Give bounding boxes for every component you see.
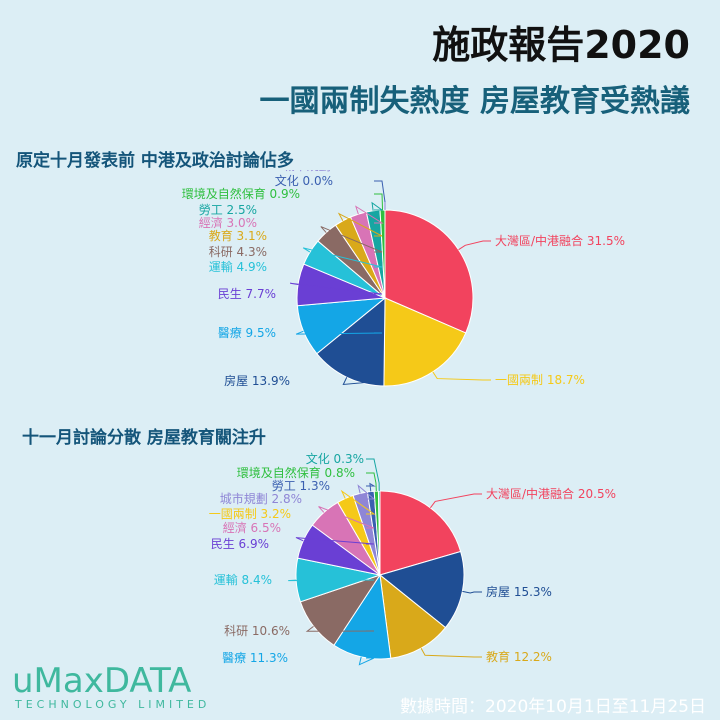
leader-line — [318, 506, 375, 529]
leader-line — [305, 625, 375, 632]
slice-label: 城市規劃 2.8% — [220, 491, 302, 506]
leader-line — [288, 579, 375, 582]
slice-label: 勞工 1.3% — [272, 479, 330, 493]
slice-label: 民生 6.9% — [211, 537, 269, 551]
pie-slice — [377, 490, 381, 576]
page-subtitle: 一國兩制失熱度 房屋教育受熱議 — [259, 84, 690, 119]
leader-line — [320, 226, 383, 253]
slice-label: 科研 4.3% — [209, 245, 267, 259]
leader-line — [355, 205, 384, 224]
slice-label: 房屋 15.3% — [486, 584, 552, 599]
leader-line — [420, 648, 482, 658]
slice-label: 城市規劃 0.0% — [283, 170, 365, 173]
chart1-title: 原定十月發表前 中港及政治討論佔多 — [16, 151, 294, 171]
slice-label: 教育 12.2% — [486, 649, 552, 664]
pie-chart-october: 大灣區/中港融合 31.5% 一國兩制 18.7% 房屋 13.9% 醫療 9.5% 民… — [182, 170, 625, 388]
pie-slice — [378, 550, 465, 629]
leader-line — [462, 590, 482, 594]
slice-label: 科研 10.6% — [224, 624, 290, 638]
leader-line — [366, 458, 380, 492]
slice-label: 環境及自然保育 0.8% — [237, 465, 355, 480]
slice-label: 運輸 4.9% — [209, 259, 267, 274]
logo-wordmark: uMaxDATA — [12, 661, 192, 701]
pie-slice — [316, 296, 386, 387]
slice-label: 教育 3.1% — [209, 228, 267, 243]
page-title: 施政報告2020 — [432, 23, 690, 67]
pie-slice — [379, 573, 447, 659]
leader-line — [358, 656, 375, 666]
slice-label: 民生 7.7% — [218, 287, 276, 301]
slice-label: 文化 0.0% — [275, 173, 333, 188]
leader-line — [290, 282, 383, 295]
leader-line — [302, 247, 383, 268]
slice-label: 大灣區/中港融合 31.5% — [495, 233, 625, 248]
leader-line — [458, 240, 491, 251]
slice-label: 房屋 13.9% — [224, 373, 290, 388]
slice-label: 經濟 3.0% — [199, 215, 257, 230]
pie-slice — [383, 297, 467, 387]
leader-line — [337, 212, 383, 237]
slice-label: 醫療 11.3% — [222, 651, 288, 665]
leader-line — [340, 489, 376, 515]
chart2-title: 十一月討論分散 房屋教育關注升 — [22, 428, 266, 448]
slice-label: 醫療 9.5% — [218, 326, 276, 340]
leader-line — [342, 377, 383, 386]
slice-label: 文化 0.3% — [306, 451, 364, 466]
slice-label: 勞工 2.5% — [199, 203, 257, 217]
logo-tagline: TECHNOLOGY LIMITED — [15, 698, 211, 711]
slice-label: 一國兩制 3.2% — [209, 507, 291, 521]
slice-label: 一國兩制 18.7% — [495, 373, 585, 387]
slice-label: 經濟 6.5% — [223, 520, 281, 535]
leader-line — [432, 371, 491, 381]
leader-line — [429, 493, 482, 509]
leader-line — [371, 201, 384, 211]
leader-line — [366, 472, 377, 492]
leader-line — [357, 484, 376, 500]
leader-line — [295, 330, 383, 335]
leader-line — [295, 537, 375, 545]
leader-line — [374, 193, 384, 211]
company-logo: uMaxDATA TECHNOLOGY LIMITED — [12, 664, 210, 711]
pie-chart-november: 大灣區/中港融合 20.5% 房屋 15.3% 教育 12.2% 醫療 11.3% 科研… — [209, 451, 616, 666]
data-period-note: 數據時間：2020年10月1日至11月25日 — [400, 697, 706, 717]
slice-label: 運輸 8.4% — [214, 572, 272, 587]
slice-label: 環境及自然保育 0.9% — [182, 186, 300, 201]
leader-line — [366, 482, 376, 492]
pie-slice — [384, 209, 474, 334]
pie-slice — [379, 490, 462, 576]
slice-label: 大灣區/中港融合 20.5% — [486, 486, 616, 501]
